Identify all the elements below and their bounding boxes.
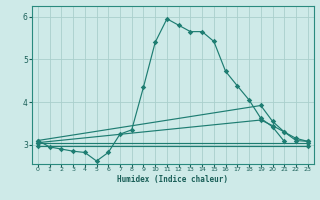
- X-axis label: Humidex (Indice chaleur): Humidex (Indice chaleur): [117, 175, 228, 184]
